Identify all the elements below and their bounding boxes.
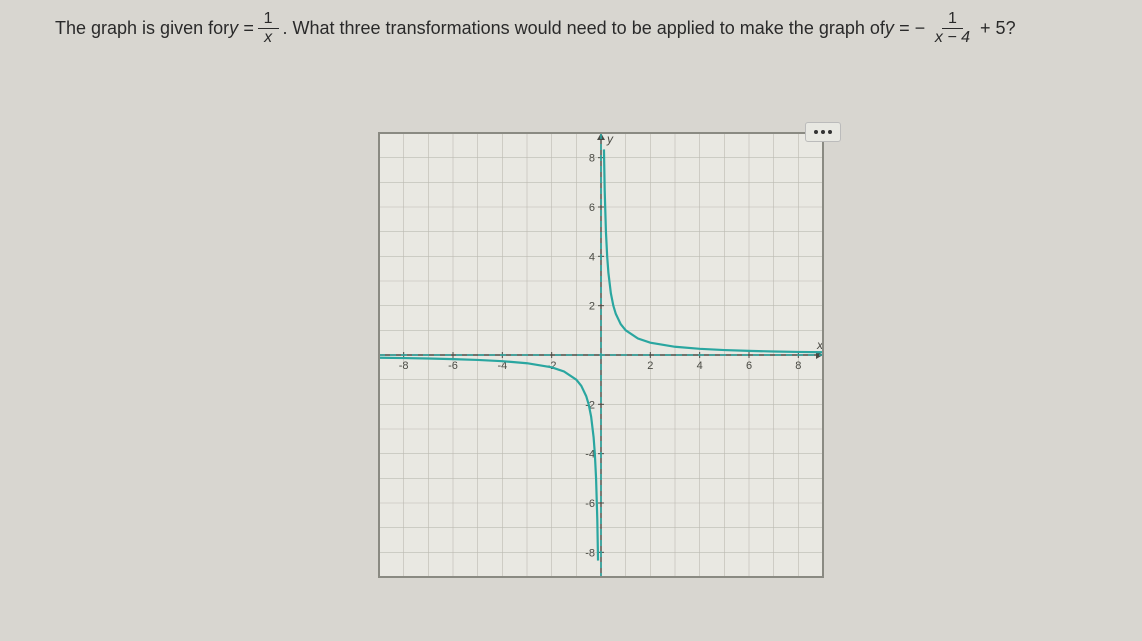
svg-text:8: 8	[795, 360, 801, 372]
eq1-lhs: y =	[229, 18, 254, 39]
dot-icon	[814, 130, 818, 134]
svg-text:4: 4	[589, 251, 595, 263]
svg-text:-6: -6	[585, 498, 595, 510]
graph-svg: -8-6-4-22468-8-6-4-22468xy	[361, 115, 841, 595]
graph-container: -8-6-4-22468-8-6-4-22468xy	[361, 115, 841, 595]
svg-text:2: 2	[647, 360, 653, 372]
svg-text:6: 6	[589, 202, 595, 214]
frac1-num: 1	[258, 10, 279, 29]
question-prefix: The graph is given for	[55, 18, 229, 39]
dot-icon	[828, 130, 832, 134]
question-middle: . What three transformations would need …	[283, 18, 885, 39]
svg-text:8: 8	[589, 153, 595, 165]
frac2-den: x − 4	[929, 29, 976, 47]
more-options-button[interactable]	[805, 122, 841, 142]
question-text: The graph is given for y = 1 x . What th…	[55, 10, 1112, 46]
eq2-lhs: y = −	[885, 18, 925, 39]
fraction-2: 1 x − 4	[929, 10, 976, 46]
svg-text:y: y	[606, 132, 614, 146]
frac1-den: x	[258, 29, 278, 47]
fraction-1: 1 x	[258, 10, 279, 46]
frac2-num: 1	[942, 10, 963, 29]
svg-text:2: 2	[589, 301, 595, 313]
svg-text:-8: -8	[399, 360, 409, 372]
dot-icon	[821, 130, 825, 134]
svg-text:6: 6	[746, 360, 752, 372]
svg-text:-8: -8	[585, 547, 595, 559]
svg-text:4: 4	[697, 360, 703, 372]
svg-text:-6: -6	[448, 360, 458, 372]
question-suffix: + 5?	[980, 18, 1016, 39]
